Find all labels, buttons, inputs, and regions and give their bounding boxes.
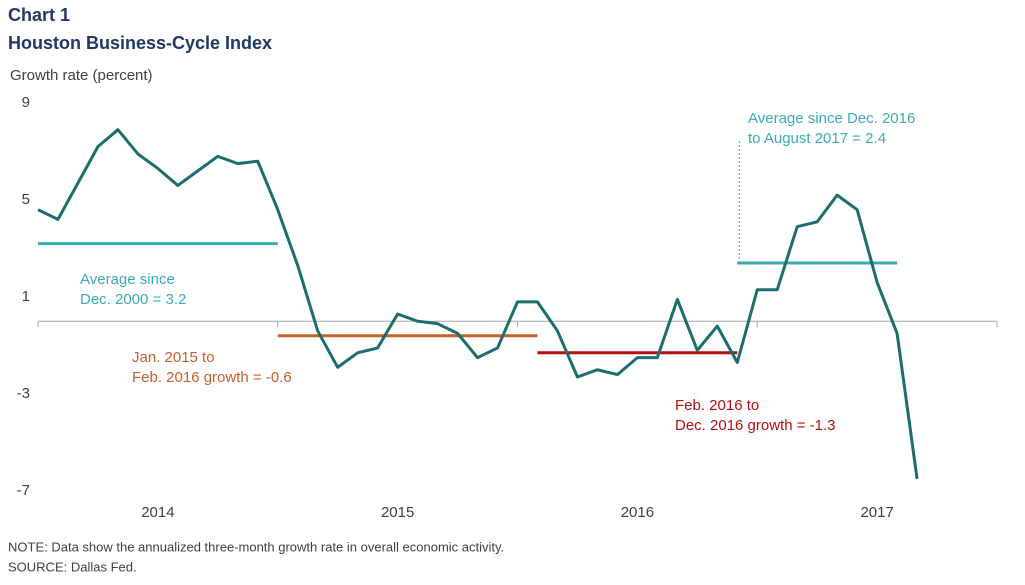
- reference-label: Dec. 2000 = 3.2: [80, 291, 186, 308]
- reference-label: Feb. 2016 to: [675, 397, 759, 414]
- reference-label: Dec. 2016 growth = -1.3: [675, 417, 836, 434]
- chart-title: Chart 1: [8, 5, 70, 25]
- y-tick-label: 1: [22, 288, 30, 305]
- x-tick-label: 2017: [860, 504, 893, 521]
- y-axis-label: Growth rate (percent): [10, 67, 153, 84]
- reference-label: Average since Dec. 2016: [748, 110, 915, 127]
- y-tick-label: 9: [22, 94, 30, 111]
- x-tick-label: 2016: [621, 504, 654, 521]
- source: SOURCE: Dallas Fed.: [8, 559, 137, 574]
- x-tick-label: 2014: [141, 504, 174, 521]
- chart-subtitle: Houston Business-Cycle Index: [8, 33, 272, 53]
- x-tick-label: 2015: [381, 504, 414, 521]
- y-tick-label: -7: [17, 482, 30, 499]
- data-line: [37, 128, 919, 480]
- reference-label: Average since: [80, 271, 175, 288]
- reference-label: Jan. 2015 to: [132, 349, 215, 366]
- note: NOTE: Data show the annualized three-mon…: [8, 539, 504, 554]
- y-tick-label: 5: [22, 191, 30, 208]
- y-tick-label: -3: [17, 385, 30, 402]
- reference-label: Feb. 2016 growth = -0.6: [132, 369, 292, 386]
- reference-label: to August 2017 = 2.4: [748, 130, 886, 147]
